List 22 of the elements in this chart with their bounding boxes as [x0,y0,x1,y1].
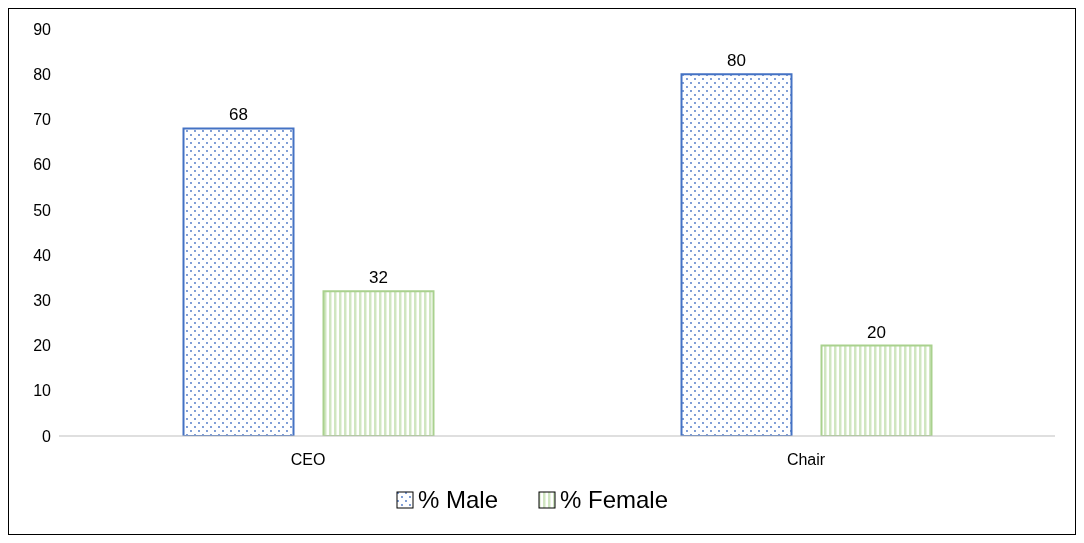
bar [680,73,793,436]
x-tick-label: Chair [786,451,826,469]
y-tick-label: 90 [33,20,52,38]
y-tick-label: 60 [33,156,52,174]
y-tick-label: 20 [33,337,52,355]
y-tick-label: 70 [33,111,52,129]
data-label: 68 [229,105,248,125]
data-label: 32 [369,268,388,288]
y-tick-label: 50 [33,201,52,219]
legend-label: % Female [559,486,669,514]
y-tick-label: 80 [33,65,52,83]
bar [820,344,933,436]
y-tick-label: 40 [33,246,52,264]
bar [322,290,435,436]
data-label: 80 [727,51,746,71]
y-tick-label: 10 [33,382,52,400]
bar [182,127,295,436]
y-tick-label: 0 [42,427,52,445]
data-label: 20 [867,322,886,342]
y-tick-label: 30 [33,292,52,310]
legend-label: % Male [417,486,498,514]
x-tick-label: CEO [290,451,326,469]
